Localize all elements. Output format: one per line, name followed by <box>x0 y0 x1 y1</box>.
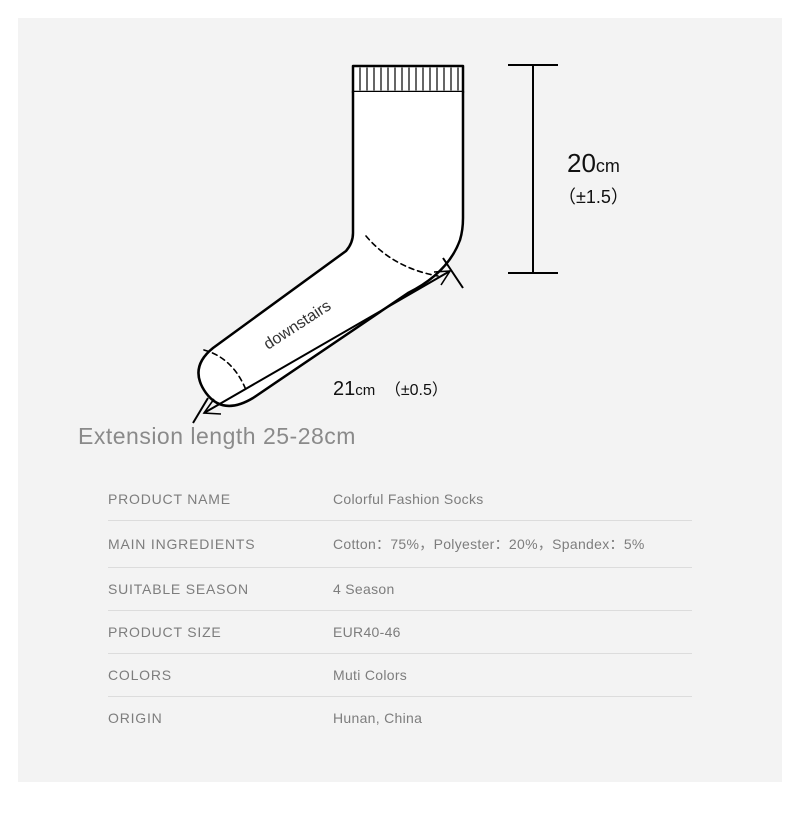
height-dimension: 20cm （±1.5） <box>558 148 629 209</box>
spec-value: EUR40-46 <box>333 624 692 640</box>
spec-row: PRODUCT NAME Colorful Fashion Socks <box>108 478 692 521</box>
spec-row: COLORS Muti Colors <box>108 654 692 697</box>
spec-value: Colorful Fashion Socks <box>333 491 692 507</box>
spec-label: PRODUCT NAME <box>108 491 333 507</box>
spec-label: COLORS <box>108 667 333 683</box>
spec-value: Cotton：75%，Polyester：20%，Spandex：5% <box>333 534 692 554</box>
spec-row: PRODUCT SIZE EUR40-46 <box>108 611 692 654</box>
spec-value: Muti Colors <box>333 667 692 683</box>
spec-row: SUITABLE SEASON 4 Season <box>108 568 692 611</box>
height-value: 20 <box>567 148 596 178</box>
spec-value: 4 Season <box>333 581 692 597</box>
product-info-panel: downstairs 20cm （±1.5） 21cm <box>18 18 782 782</box>
width-unit: cm <box>355 382 375 399</box>
sock-diagram: downstairs 20cm （±1.5） 21cm <box>18 18 782 458</box>
spec-row: ORIGIN Hunan, China <box>108 697 692 739</box>
spec-label: MAIN INGREDIENTS <box>108 536 333 552</box>
width-dimension: 21cm （±0.5） <box>333 376 448 401</box>
height-tolerance: （±1.5） <box>558 183 629 209</box>
spec-label: PRODUCT SIZE <box>108 624 333 640</box>
width-tolerance: （±0.5） <box>385 382 448 399</box>
spec-label: SUITABLE SEASON <box>108 581 333 597</box>
spec-value: Hunan, China <box>333 710 692 726</box>
spec-table: PRODUCT NAME Colorful Fashion Socks MAIN… <box>108 478 692 739</box>
width-value: 21 <box>333 378 355 400</box>
height-unit: cm <box>596 156 620 176</box>
spec-row: MAIN INGREDIENTS Cotton：75%，Polyester：20… <box>108 521 692 568</box>
extension-length-text: Extension length 25-28cm <box>78 423 356 450</box>
spec-label: ORIGIN <box>108 710 333 726</box>
